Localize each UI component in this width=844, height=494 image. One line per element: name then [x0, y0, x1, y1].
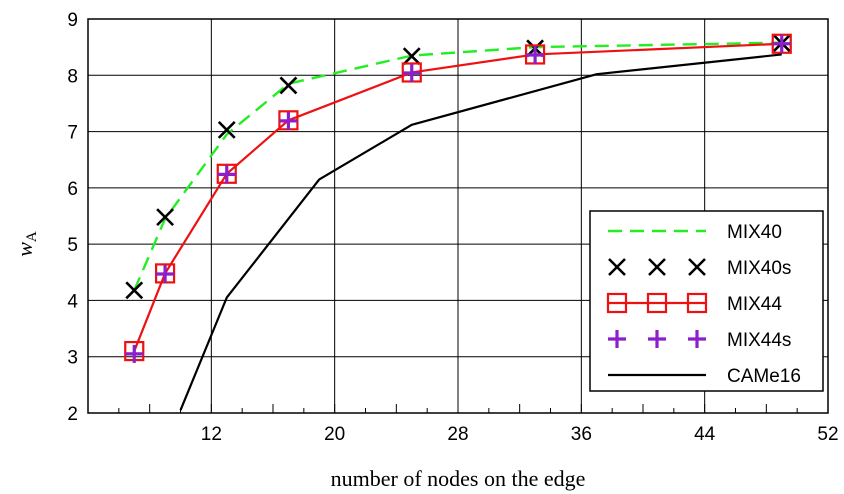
- y-tick-label: 3: [67, 348, 78, 369]
- x-tick-label: 20: [324, 424, 345, 445]
- series-came16: [179, 53, 782, 411]
- legend-label: MIX44: [727, 294, 782, 315]
- y-tick-label: 7: [67, 123, 78, 144]
- square-marker: [606, 292, 628, 314]
- legend-label: MIX40s: [727, 258, 791, 279]
- legend-item: MIX44: [606, 292, 782, 315]
- square-marker: [646, 292, 668, 314]
- y-axis-title-main: w: [12, 242, 37, 257]
- legend-item: CAMe16: [608, 366, 801, 387]
- plus-marker: [402, 64, 421, 83]
- legend-item: MIX44s: [608, 330, 791, 351]
- square-marker: [686, 292, 708, 314]
- plus-marker: [648, 330, 666, 348]
- x-marker: [402, 47, 421, 66]
- x-tick-label: 28: [447, 424, 468, 445]
- plus-marker: [688, 330, 706, 348]
- x-tick-label: 12: [201, 424, 222, 445]
- plus-marker: [217, 165, 236, 184]
- plus-marker: [156, 264, 175, 283]
- x-marker: [279, 76, 298, 95]
- legend-label: CAMe16: [727, 366, 801, 387]
- plus-marker: [608, 330, 626, 348]
- y-tick-label: 2: [67, 404, 78, 425]
- legend-item: MIX40s: [608, 258, 791, 279]
- y-axis-title-sub: A: [24, 231, 40, 242]
- x-tick-label: 36: [571, 424, 592, 445]
- plus-marker: [526, 46, 545, 65]
- series-line: [179, 53, 782, 411]
- x-marker: [608, 258, 626, 276]
- series-mix44s: [125, 34, 791, 363]
- legend-box: [589, 210, 824, 392]
- series: [124, 33, 792, 411]
- plus-marker: [125, 344, 144, 363]
- ticks: 12 20 28 36 44 52 2 3 4 5 6 7 8 9: [67, 10, 838, 445]
- legend: MIX40 MIX40s MIX44 MIX44s CAMe16: [589, 210, 824, 392]
- x-tick-label: 52: [817, 424, 838, 445]
- x-marker: [217, 120, 236, 139]
- x-marker: [688, 258, 706, 276]
- y-tick-label: 4: [67, 291, 78, 312]
- y-axis-title: wA: [12, 231, 40, 257]
- x-marker: [648, 258, 666, 276]
- y-tick-label: 6: [67, 179, 78, 200]
- legend-item: MIX40: [608, 222, 782, 243]
- x-axis-title: number of nodes on the edge: [331, 466, 586, 491]
- x-marker: [125, 281, 144, 300]
- y-tick-label: 9: [67, 10, 78, 31]
- plot-frame: [87, 18, 829, 414]
- plus-marker: [772, 34, 791, 53]
- y-tick-label: 8: [67, 66, 78, 87]
- plus-marker: [279, 111, 298, 130]
- legend-label: MIX44s: [727, 330, 791, 351]
- legend-label: MIX40: [727, 222, 782, 243]
- x-marker: [156, 208, 175, 227]
- x-tick-label: 44: [694, 424, 716, 445]
- y-tick-label: 5: [67, 235, 78, 256]
